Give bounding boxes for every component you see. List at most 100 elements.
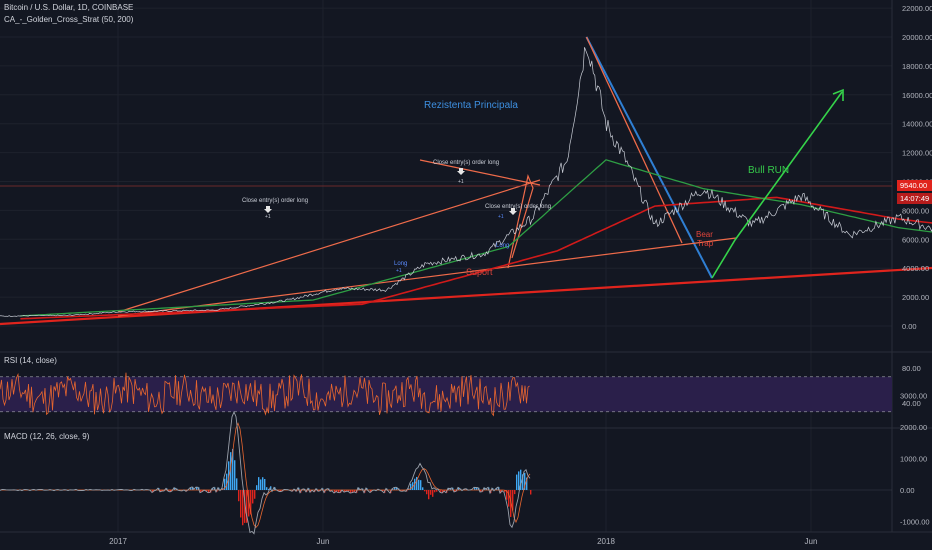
macd-histogram-bar <box>464 489 466 490</box>
macd-histogram-bar <box>424 490 426 492</box>
macd-histogram-bar <box>354 490 356 492</box>
macd-histogram-bar <box>512 490 514 511</box>
macd-histogram-bar <box>522 474 524 490</box>
strategy-long-label: Long <box>496 243 509 249</box>
macd-histogram-bar <box>450 488 452 490</box>
macd-title: MACD (12, 26, close, 9) <box>4 432 90 441</box>
strategy-close-label: Close entry(s) order long <box>485 204 551 210</box>
macd-histogram-bar <box>344 490 346 493</box>
macd-histogram-bar <box>232 448 234 490</box>
macd-histogram-bar <box>428 490 430 500</box>
rsi-series <box>0 372 530 417</box>
macd-histogram-bar <box>336 490 338 492</box>
macd-histogram-bar <box>524 472 526 490</box>
macd-tick-label: 0.00 <box>900 486 915 495</box>
macd-histogram-bar <box>208 490 210 493</box>
macd-histogram-bar <box>346 490 348 492</box>
macd-histogram-bar <box>278 490 280 491</box>
current-price-badge <box>897 180 932 191</box>
macd-histogram-bar <box>458 487 460 490</box>
macd-histogram-bar <box>256 485 258 490</box>
rsi-tick-label: 40.00 <box>902 399 921 408</box>
macd-tick-label: 1000.00 <box>900 455 927 464</box>
macd-histogram-bar <box>248 490 250 517</box>
y-tick-label: 22000.00 <box>902 4 932 13</box>
macd-histogram-bar <box>206 490 208 492</box>
macd-histogram-bar <box>514 490 516 495</box>
macd-histogram-bar <box>266 487 268 490</box>
x-tick-label: Jun <box>317 537 330 546</box>
y-tick-label: 18000.00 <box>902 62 932 71</box>
macd-histogram-bar <box>454 490 456 492</box>
strategy-plus-label: +1 <box>498 214 504 220</box>
rsi-panel[interactable] <box>0 372 892 417</box>
macd-histogram-bar <box>338 490 340 493</box>
macd-histogram-bar <box>318 490 320 492</box>
macd-histogram-bar <box>530 490 532 495</box>
y-tick-label: 2000.00 <box>902 293 929 302</box>
macd-histogram-bar <box>238 490 240 502</box>
strategy-exit-marker <box>264 206 272 213</box>
strategy-plus-label: +1 <box>396 268 402 274</box>
y-tick-label: 14000.00 <box>902 120 932 129</box>
current-price-value: 9540.00 <box>900 181 927 190</box>
macd-histogram-bar <box>212 488 214 490</box>
macd-histogram-bar <box>200 490 202 493</box>
macd-histogram-bar <box>448 488 450 490</box>
macd-histogram-bar <box>474 487 476 490</box>
macd-histogram-bar <box>246 490 248 523</box>
macd-panel[interactable] <box>0 410 892 535</box>
macd-histogram-bar <box>330 490 332 492</box>
moving-average-fast <box>20 159 932 317</box>
macd-histogram-bar <box>370 490 372 493</box>
annotation-resistance: Rezistenta Principala <box>424 100 518 111</box>
macd-histogram-bar <box>268 488 270 490</box>
macd-histogram-bar <box>418 479 420 490</box>
x-tick-label: 2017 <box>109 537 127 546</box>
strategy-long-label: Long <box>394 261 407 267</box>
macd-histogram-bar <box>430 490 432 495</box>
macd-histogram-bar <box>352 490 354 493</box>
macd-histogram-bar <box>420 480 422 490</box>
rsi-band <box>0 376 892 412</box>
resistance-line-blue <box>585 36 713 279</box>
macd-histogram-bar <box>152 490 154 493</box>
macd-histogram-bar <box>400 490 402 491</box>
strategy-close-label: Close entry(s) order long <box>242 198 308 204</box>
macd-series <box>0 410 531 535</box>
macd-histogram-bar <box>170 490 172 492</box>
macd-histogram-bar <box>510 490 512 517</box>
macd-histogram-bar <box>516 474 518 490</box>
strategy-plus-label: +1 <box>265 214 271 220</box>
macd-histogram-bar <box>350 490 352 494</box>
panel-separators <box>0 0 932 533</box>
time-axis[interactable]: Jun2017Jun2018Jun2019Jun2020Jun2021Jun <box>0 537 932 546</box>
strategy-exit-marker <box>509 208 517 215</box>
macd-histogram-bar <box>416 476 418 490</box>
y-tick-label: 16000.00 <box>902 91 932 100</box>
macd-histogram-bar <box>394 487 396 490</box>
macd-histogram-bar <box>252 490 254 504</box>
macd-histogram-bar <box>480 490 482 492</box>
macd-histogram-bar <box>236 478 238 490</box>
macd-histogram-bar <box>174 487 176 490</box>
macd-histogram-bar <box>334 490 336 494</box>
macd-histogram-bar <box>410 483 412 490</box>
price-axis[interactable]: 0.002000.004000.006000.008000.0010000.00… <box>897 4 932 527</box>
macd-histogram-bar <box>440 490 442 493</box>
macd-histogram-bar <box>500 490 502 494</box>
annotation-bear-trap: Bear <box>696 230 713 239</box>
macd-histogram-bar <box>234 460 236 490</box>
long-support-line <box>0 266 932 326</box>
macd-histogram-bar <box>442 490 444 494</box>
macd-histogram-bar <box>250 490 252 515</box>
y-tick-label: 12000.00 <box>902 149 932 158</box>
arrow-head <box>832 88 844 101</box>
macd-histogram-bar <box>484 487 486 490</box>
macd-histogram-bar <box>280 490 282 492</box>
rising-wedge <box>507 174 534 269</box>
x-tick-label: 2018 <box>597 537 615 546</box>
macd-histogram-bar <box>168 490 170 492</box>
